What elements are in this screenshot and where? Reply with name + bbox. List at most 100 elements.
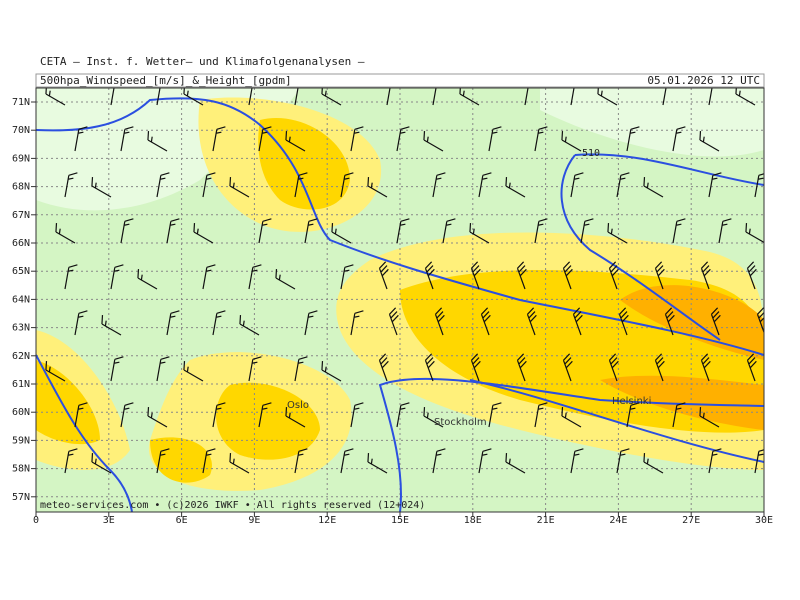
wind-barb bbox=[423, 407, 444, 428]
height-contours bbox=[36, 97, 764, 512]
wind-barb bbox=[597, 88, 618, 106]
wind-barb bbox=[45, 88, 66, 106]
wind-barb bbox=[156, 356, 170, 382]
wind-barb bbox=[202, 172, 216, 198]
barb-shaft bbox=[321, 88, 342, 106]
wind-barb bbox=[434, 307, 445, 336]
barb-shaft bbox=[193, 223, 214, 244]
wind-barb bbox=[708, 448, 722, 474]
barb-shaft bbox=[442, 218, 456, 244]
footer: meteo-services.com • (c)2026 IWKF • All … bbox=[40, 500, 425, 511]
barb-shaft bbox=[156, 448, 170, 474]
wind-barb bbox=[432, 448, 446, 474]
wind-barb bbox=[505, 453, 526, 474]
x-tick-label: 24E bbox=[609, 515, 627, 526]
wind-barb bbox=[710, 307, 721, 336]
wind-barb bbox=[350, 402, 364, 428]
barb-shaft bbox=[570, 88, 584, 106]
barb-shaft bbox=[672, 402, 686, 428]
barb-shaft bbox=[367, 177, 388, 198]
institution: CETA — Inst. f. Wetter— und Klimafolgena… bbox=[40, 55, 365, 68]
barb-shaft bbox=[672, 218, 686, 244]
barb-shaft bbox=[754, 172, 764, 198]
wind-barb bbox=[618, 307, 629, 336]
wind-barb bbox=[643, 177, 664, 198]
barb-shaft bbox=[516, 353, 527, 382]
x-tick-label: 0 bbox=[33, 515, 39, 526]
wind-barb bbox=[432, 172, 446, 198]
barb-shaft bbox=[424, 261, 435, 290]
barb-shaft bbox=[754, 448, 764, 474]
wind-barb bbox=[524, 88, 538, 106]
wind-barb bbox=[534, 218, 548, 244]
wind-barb bbox=[561, 131, 582, 152]
contour-line bbox=[36, 97, 764, 356]
wind-barb bbox=[294, 356, 308, 382]
wind-barb bbox=[765, 125, 777, 152]
barb-shaft bbox=[505, 453, 526, 474]
barb-shaft bbox=[91, 453, 112, 474]
axes: 0 3E 6E 9E 12E 15E 18E 21E 24E 27E 30E 71N 70N 69N 68N… bbox=[12, 97, 773, 526]
barb-shaft bbox=[572, 307, 583, 336]
barb-shaft bbox=[74, 310, 88, 336]
y-tick-label: 63N bbox=[12, 323, 30, 334]
wind-barb bbox=[120, 218, 134, 244]
wind-barb bbox=[626, 402, 640, 428]
wind-barb bbox=[248, 356, 262, 382]
wind-barb bbox=[91, 453, 112, 474]
wind-barb bbox=[340, 448, 354, 474]
barb-shaft bbox=[156, 356, 170, 382]
city-label: Oslo bbox=[287, 400, 309, 411]
barb-shaft bbox=[432, 448, 446, 474]
barb-shaft bbox=[470, 353, 481, 382]
barb-shaft bbox=[765, 401, 777, 428]
barb-shaft bbox=[480, 307, 491, 336]
shade-light bbox=[540, 88, 764, 157]
y-tick-label: 65N bbox=[12, 266, 30, 277]
wind-barb bbox=[202, 448, 216, 474]
graticule bbox=[36, 88, 764, 512]
barb-shaft bbox=[202, 264, 216, 290]
wind-barb bbox=[294, 88, 308, 106]
barb-shaft bbox=[561, 407, 582, 428]
barb-shaft bbox=[708, 88, 722, 106]
wind-barb bbox=[526, 307, 537, 336]
wind-barb bbox=[321, 361, 342, 382]
wind-barb bbox=[74, 310, 88, 336]
barb-shaft bbox=[664, 307, 675, 336]
barb-shaft bbox=[735, 88, 756, 106]
wind-barb bbox=[516, 353, 527, 382]
wind-barb bbox=[74, 402, 88, 428]
barb-shaft bbox=[183, 88, 204, 106]
wind-barb bbox=[643, 453, 664, 474]
wind-barb bbox=[229, 453, 250, 474]
shade-gold bbox=[150, 437, 212, 483]
wind-barb bbox=[45, 361, 66, 382]
barb-shaft bbox=[654, 261, 665, 290]
x-tick-label: 30E bbox=[755, 515, 773, 526]
barb-shaft bbox=[745, 223, 764, 244]
barb-shaft bbox=[239, 315, 260, 336]
wind-barb bbox=[212, 402, 226, 428]
barb-shaft bbox=[156, 172, 170, 198]
barb-shaft bbox=[340, 448, 354, 474]
barb-shaft bbox=[137, 269, 158, 290]
wind-barb bbox=[74, 126, 88, 152]
y-tick-label: 70N bbox=[12, 125, 30, 136]
wind-barb bbox=[608, 353, 619, 382]
barb-shaft bbox=[626, 402, 640, 428]
wind-barb bbox=[350, 310, 364, 336]
barb-shaft bbox=[147, 407, 168, 428]
barb-shaft bbox=[183, 361, 204, 382]
wind-barb bbox=[64, 448, 78, 474]
wind-barb bbox=[147, 131, 168, 152]
wind-barb bbox=[120, 126, 134, 152]
barb-shaft bbox=[478, 448, 492, 474]
barb-shaft bbox=[386, 88, 400, 106]
wind-barb bbox=[699, 131, 720, 152]
barb-shaft bbox=[700, 261, 711, 290]
wind-barb bbox=[156, 88, 170, 106]
barb-shaft bbox=[202, 172, 216, 198]
barb-shaft bbox=[597, 88, 618, 106]
wind-barb bbox=[570, 172, 584, 198]
